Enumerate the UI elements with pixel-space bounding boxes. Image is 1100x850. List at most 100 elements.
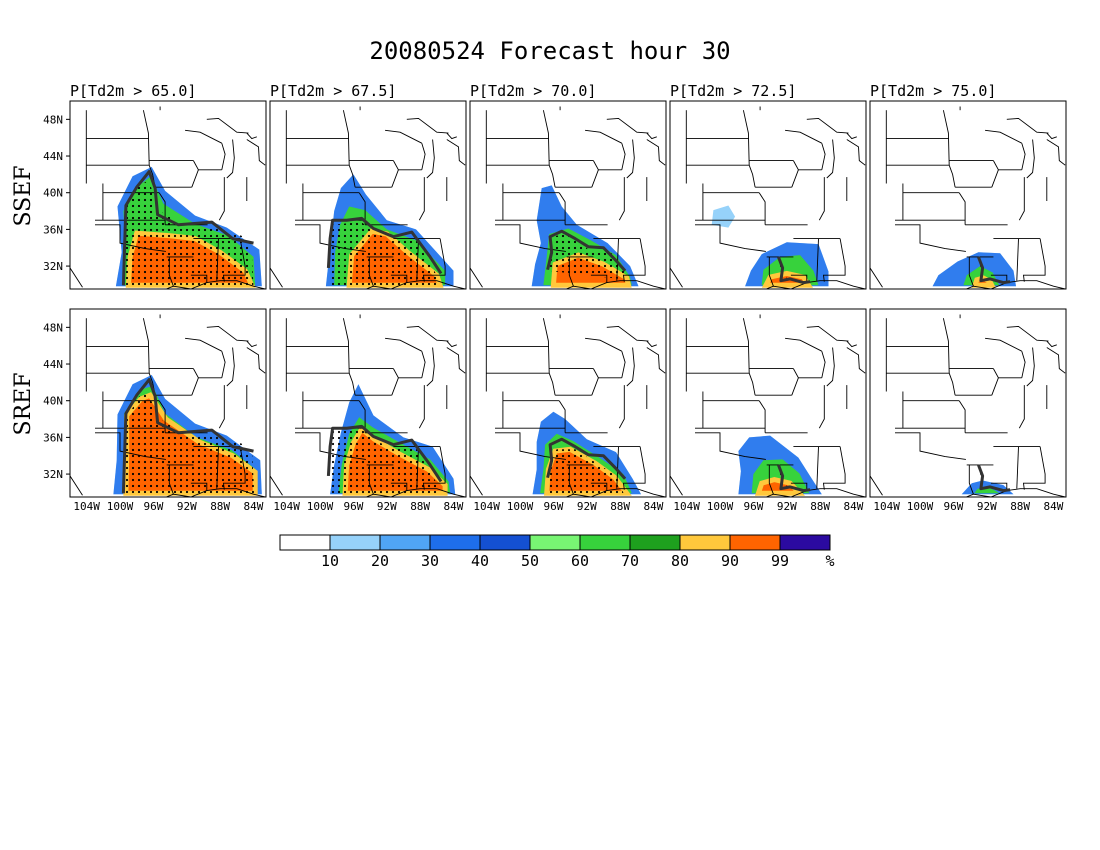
state-boundary	[1006, 325, 1049, 342]
state-boundary	[626, 139, 635, 179]
state-boundary	[585, 129, 623, 144]
colorbar-swatch	[279, 534, 331, 551]
state-boundary	[70, 475, 83, 496]
panel-frame	[869, 308, 1067, 498]
state-boundary	[168, 464, 174, 495]
lat-tick-label: 48N	[43, 321, 63, 334]
lon-tick-label: 92W	[577, 500, 597, 513]
row-label-ssef: SSEF	[11, 165, 36, 226]
state-boundary	[846, 139, 866, 166]
state-boundary	[342, 110, 350, 166]
state-boundary	[142, 318, 150, 374]
state-boundary	[948, 165, 956, 188]
map-panel-ssef-5	[869, 100, 1067, 290]
panel-frame	[69, 308, 267, 498]
observed-contour	[976, 464, 1011, 493]
state-boundary	[142, 110, 150, 166]
lon-tick-label: 96W	[143, 500, 163, 513]
state-boundary	[548, 165, 556, 188]
state-boundary	[1021, 351, 1026, 378]
state-boundary	[348, 373, 356, 396]
state-boundary	[226, 139, 235, 179]
state-boundary	[818, 177, 825, 221]
state-boundary	[818, 385, 825, 429]
prob-region-isolated	[711, 205, 736, 228]
state-boundary	[822, 446, 846, 490]
state-boundary	[748, 373, 756, 396]
state-boundary	[990, 274, 1008, 283]
state-boundary	[590, 482, 608, 491]
state-boundary	[621, 351, 626, 378]
state-boundary	[942, 318, 950, 374]
state-boundary	[1046, 132, 1057, 140]
state-boundary	[446, 132, 457, 140]
state-boundary	[418, 177, 425, 221]
state-boundary	[748, 165, 756, 188]
state-boundary	[1046, 139, 1066, 166]
state-boundary	[385, 337, 423, 352]
observed-contour	[976, 256, 1011, 285]
panel-frame	[469, 100, 667, 290]
state-boundary	[390, 274, 408, 283]
lon-tick-label: 104W	[673, 500, 700, 513]
lon-tick-label: 92W	[977, 500, 997, 513]
state-boundary	[616, 446, 619, 489]
state-boundary	[958, 400, 966, 433]
panel-label-2: P[Td2m > 67.5]	[270, 82, 396, 100]
lat-tick-label: 40N	[43, 187, 63, 200]
state-boundary	[446, 340, 457, 348]
state-boundary	[758, 192, 766, 225]
panel-frame	[69, 100, 267, 290]
state-boundary	[218, 177, 225, 221]
state-boundary	[622, 446, 646, 490]
observed-contour	[776, 464, 811, 493]
state-boundary	[365, 488, 466, 497]
lon-tick-label: 96W	[343, 500, 363, 513]
observed-contour	[546, 229, 627, 272]
state-boundary	[165, 488, 266, 497]
state-boundary	[470, 475, 483, 496]
state-boundary	[385, 129, 423, 144]
state-boundary	[358, 192, 366, 225]
state-boundary	[695, 224, 766, 252]
state-boundary	[670, 475, 683, 496]
state-boundary	[621, 143, 626, 170]
colorbar-swatch	[479, 534, 531, 551]
state-boundary	[70, 267, 83, 288]
state-boundary	[421, 143, 426, 170]
state-boundary	[565, 280, 666, 289]
state-boundary	[446, 139, 466, 166]
state-boundary	[785, 129, 823, 144]
state-boundary	[870, 475, 883, 496]
lon-tick-label: 92W	[177, 500, 197, 513]
colorbar-swatch	[629, 534, 681, 551]
colorbar-label: 80	[671, 552, 689, 570]
state-boundary	[768, 464, 774, 495]
state-boundary	[348, 165, 356, 188]
colorbar-swatch	[679, 534, 731, 551]
state-boundary	[1006, 117, 1049, 134]
state-boundary	[222, 446, 246, 490]
lat-tick-label: 44N	[43, 150, 63, 163]
lon-tick-label: 100W	[307, 500, 334, 513]
lon-tick-label: 96W	[543, 500, 563, 513]
observed-dots	[548, 233, 626, 279]
state-boundary	[806, 117, 849, 134]
state-boundary	[1022, 238, 1046, 282]
state-boundary	[421, 351, 426, 378]
state-boundary	[590, 274, 608, 283]
state-boundary	[742, 110, 750, 166]
state-boundary	[846, 132, 857, 140]
state-boundary	[390, 482, 408, 491]
observed-dots	[329, 222, 439, 287]
state-boundary	[758, 400, 766, 433]
colorbar-label: 10	[321, 552, 339, 570]
state-boundary	[565, 488, 666, 497]
lat-tick-label: 36N	[43, 223, 63, 236]
lon-tick-label: 84W	[1044, 500, 1064, 513]
state-boundary	[826, 139, 835, 179]
state-boundary	[968, 256, 974, 287]
state-boundary	[670, 267, 683, 288]
state-boundary	[985, 129, 1023, 144]
state-boundary	[1046, 340, 1057, 348]
